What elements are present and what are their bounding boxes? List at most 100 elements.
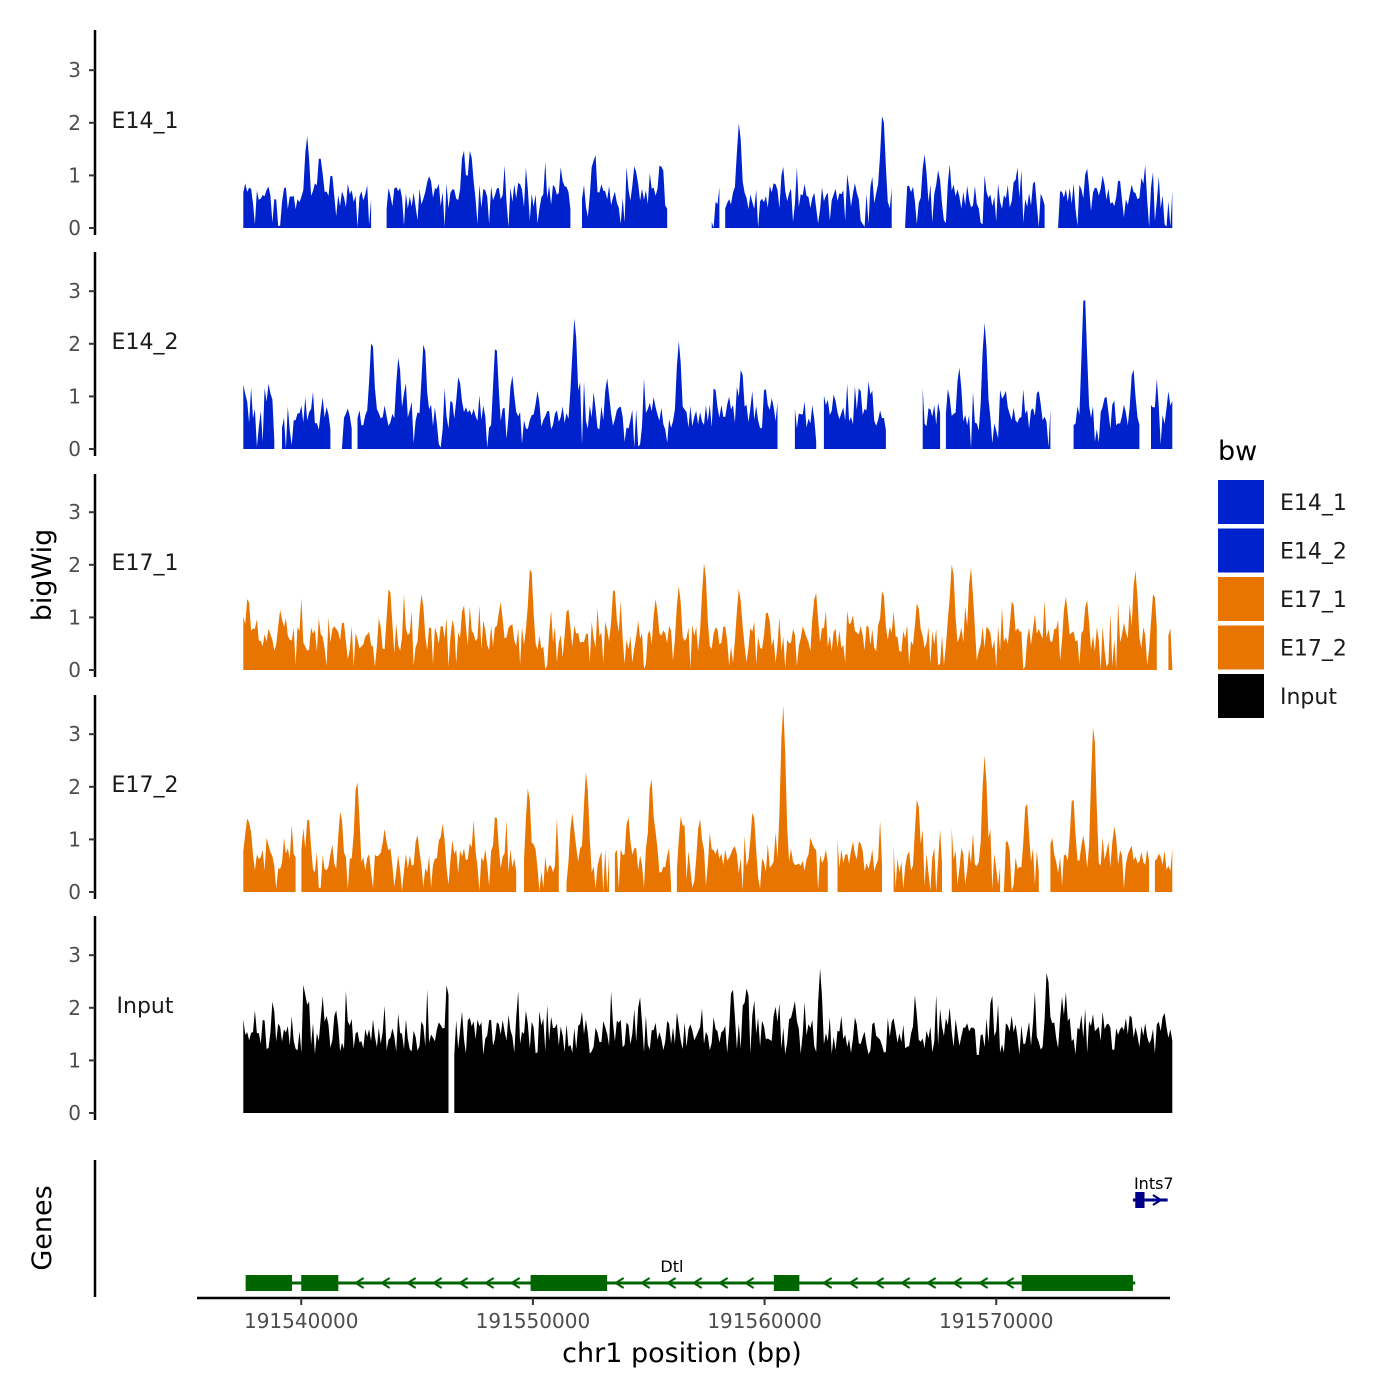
exon (1021, 1275, 1133, 1291)
y-tick-label: 0 (68, 216, 81, 240)
strand-arrow (431, 1277, 443, 1289)
signal-area (837, 820, 882, 892)
strand-arrow (509, 1277, 521, 1289)
signal-area (823, 381, 886, 449)
strand-arrow (379, 1277, 391, 1289)
strand-arrow (925, 1277, 937, 1289)
x-tick-label: 191540000 (244, 1309, 359, 1333)
strand-arrow (457, 1277, 469, 1289)
signal-area (282, 391, 331, 449)
y-tick-label: 2 (68, 111, 81, 135)
exon (245, 1275, 292, 1291)
signal-area (1050, 727, 1150, 892)
strand-arrow (1152, 1194, 1163, 1206)
legend-swatch-e14-2 (1218, 528, 1264, 573)
legend-label-e14-2: E14_2 (1280, 540, 1347, 565)
gene-dtl: Dtl (245, 1257, 1136, 1291)
strand-arrow (899, 1277, 911, 1289)
x-tick-label: 191570000 (939, 1309, 1054, 1333)
y-tick-label: 2 (68, 996, 81, 1020)
genes-axis-title: Genes (27, 1185, 58, 1270)
y-tick-label: 2 (68, 775, 81, 799)
x-axis: 191540000 191550000 191560000 191570000 (197, 1296, 1170, 1333)
signal-area (951, 755, 1001, 892)
strand-arrow (639, 1277, 651, 1289)
signal-area (1168, 628, 1173, 670)
strand-arrow (353, 1277, 365, 1289)
signal-area (905, 154, 1045, 228)
y-tick-label: 2 (68, 553, 81, 577)
y-tick-label: 0 (68, 880, 81, 904)
y-tick-label: 3 (68, 722, 81, 746)
exon (530, 1275, 608, 1291)
signal-area (243, 818, 296, 892)
genes-track: Dtl Ints7 (93, 1160, 1174, 1297)
signal-area (945, 322, 1051, 449)
signal-area (243, 563, 1157, 670)
strand-arrow (743, 1277, 755, 1289)
track-label-e14-1: E14_1 (112, 109, 179, 134)
gene-ints7: Ints7 (1132, 1174, 1174, 1208)
signal-area (1003, 803, 1039, 892)
x-axis-title: chr1 position (bp) (562, 1338, 802, 1369)
gene-label-dtl: Dtl (660, 1257, 683, 1276)
strand-arrow (1003, 1277, 1015, 1289)
legend: bw E14_1 E14_2 E17_1 E17_2 Input (1218, 436, 1347, 718)
legend-swatch-e14-1 (1218, 480, 1264, 524)
track-label-input: Input (117, 994, 174, 1019)
signal-area (243, 136, 372, 228)
exon (773, 1275, 800, 1291)
signal-tracks: 0 1 2 3 E14_1 0 1 2 3 E14_2 0 1 2 3 E17_1 0 1 2 3 E17_2 0 1 2 3… (68, 30, 1173, 1125)
signal-area (676, 705, 828, 892)
signal-area (386, 150, 571, 228)
signal-area (1058, 165, 1173, 228)
y-tick-label: 1 (68, 827, 81, 851)
track-e14-1: 0 1 2 3 E14_1 (68, 30, 1173, 240)
signal-area (1151, 378, 1173, 449)
y-tick-label: 2 (68, 332, 81, 356)
signal-area (342, 408, 352, 449)
signal-area (711, 187, 720, 228)
strand-arrow (951, 1277, 963, 1289)
signal-area (725, 116, 892, 228)
strand-arrow (405, 1277, 417, 1289)
strand-arrow (483, 1277, 495, 1289)
signal-area (243, 383, 275, 449)
exon (301, 1275, 339, 1291)
y-tick-label: 0 (68, 1101, 81, 1125)
legend-swatch-input (1218, 674, 1264, 718)
track-input: 0 1 2 3 Input (68, 916, 1173, 1125)
signal-area (614, 779, 672, 892)
gene-label-ints7: Ints7 (1134, 1174, 1174, 1193)
legend-label-input: Input (1280, 685, 1337, 710)
y-tick-label: 3 (68, 943, 81, 967)
signal-area (357, 318, 778, 449)
strand-arrow (665, 1277, 677, 1289)
y-tick-label: 0 (68, 437, 81, 461)
strand-arrow (821, 1277, 833, 1289)
signal-area (301, 782, 517, 892)
y-tick-label: 1 (68, 605, 81, 629)
legend-swatch-e17-2 (1218, 625, 1264, 670)
y-tick-label: 3 (68, 500, 81, 524)
y-axis-title: bigWig (27, 529, 58, 622)
signal-area (1154, 848, 1173, 892)
y-tick-label: 0 (68, 658, 81, 682)
strand-arrow (847, 1277, 859, 1289)
exon (1135, 1192, 1145, 1208)
signal-area (454, 968, 1173, 1113)
y-tick-label: 1 (68, 1048, 81, 1072)
signal-area (922, 387, 941, 449)
x-tick-label: 191550000 (476, 1309, 591, 1333)
track-e14-2: 0 1 2 3 E14_2 (68, 252, 1173, 461)
x-tick-label: 191560000 (707, 1309, 822, 1333)
legend-title: bw (1218, 436, 1257, 467)
legend-label-e17-1: E17_1 (1280, 588, 1347, 613)
track-label-e17-2: E17_2 (112, 773, 179, 798)
signal-area (566, 771, 610, 892)
y-tick-label: 1 (68, 163, 81, 187)
signal-area (794, 401, 817, 449)
track-e17-2: 0 1 2 3 E17_2 (68, 695, 1173, 904)
y-tick-label: 1 (68, 384, 81, 408)
